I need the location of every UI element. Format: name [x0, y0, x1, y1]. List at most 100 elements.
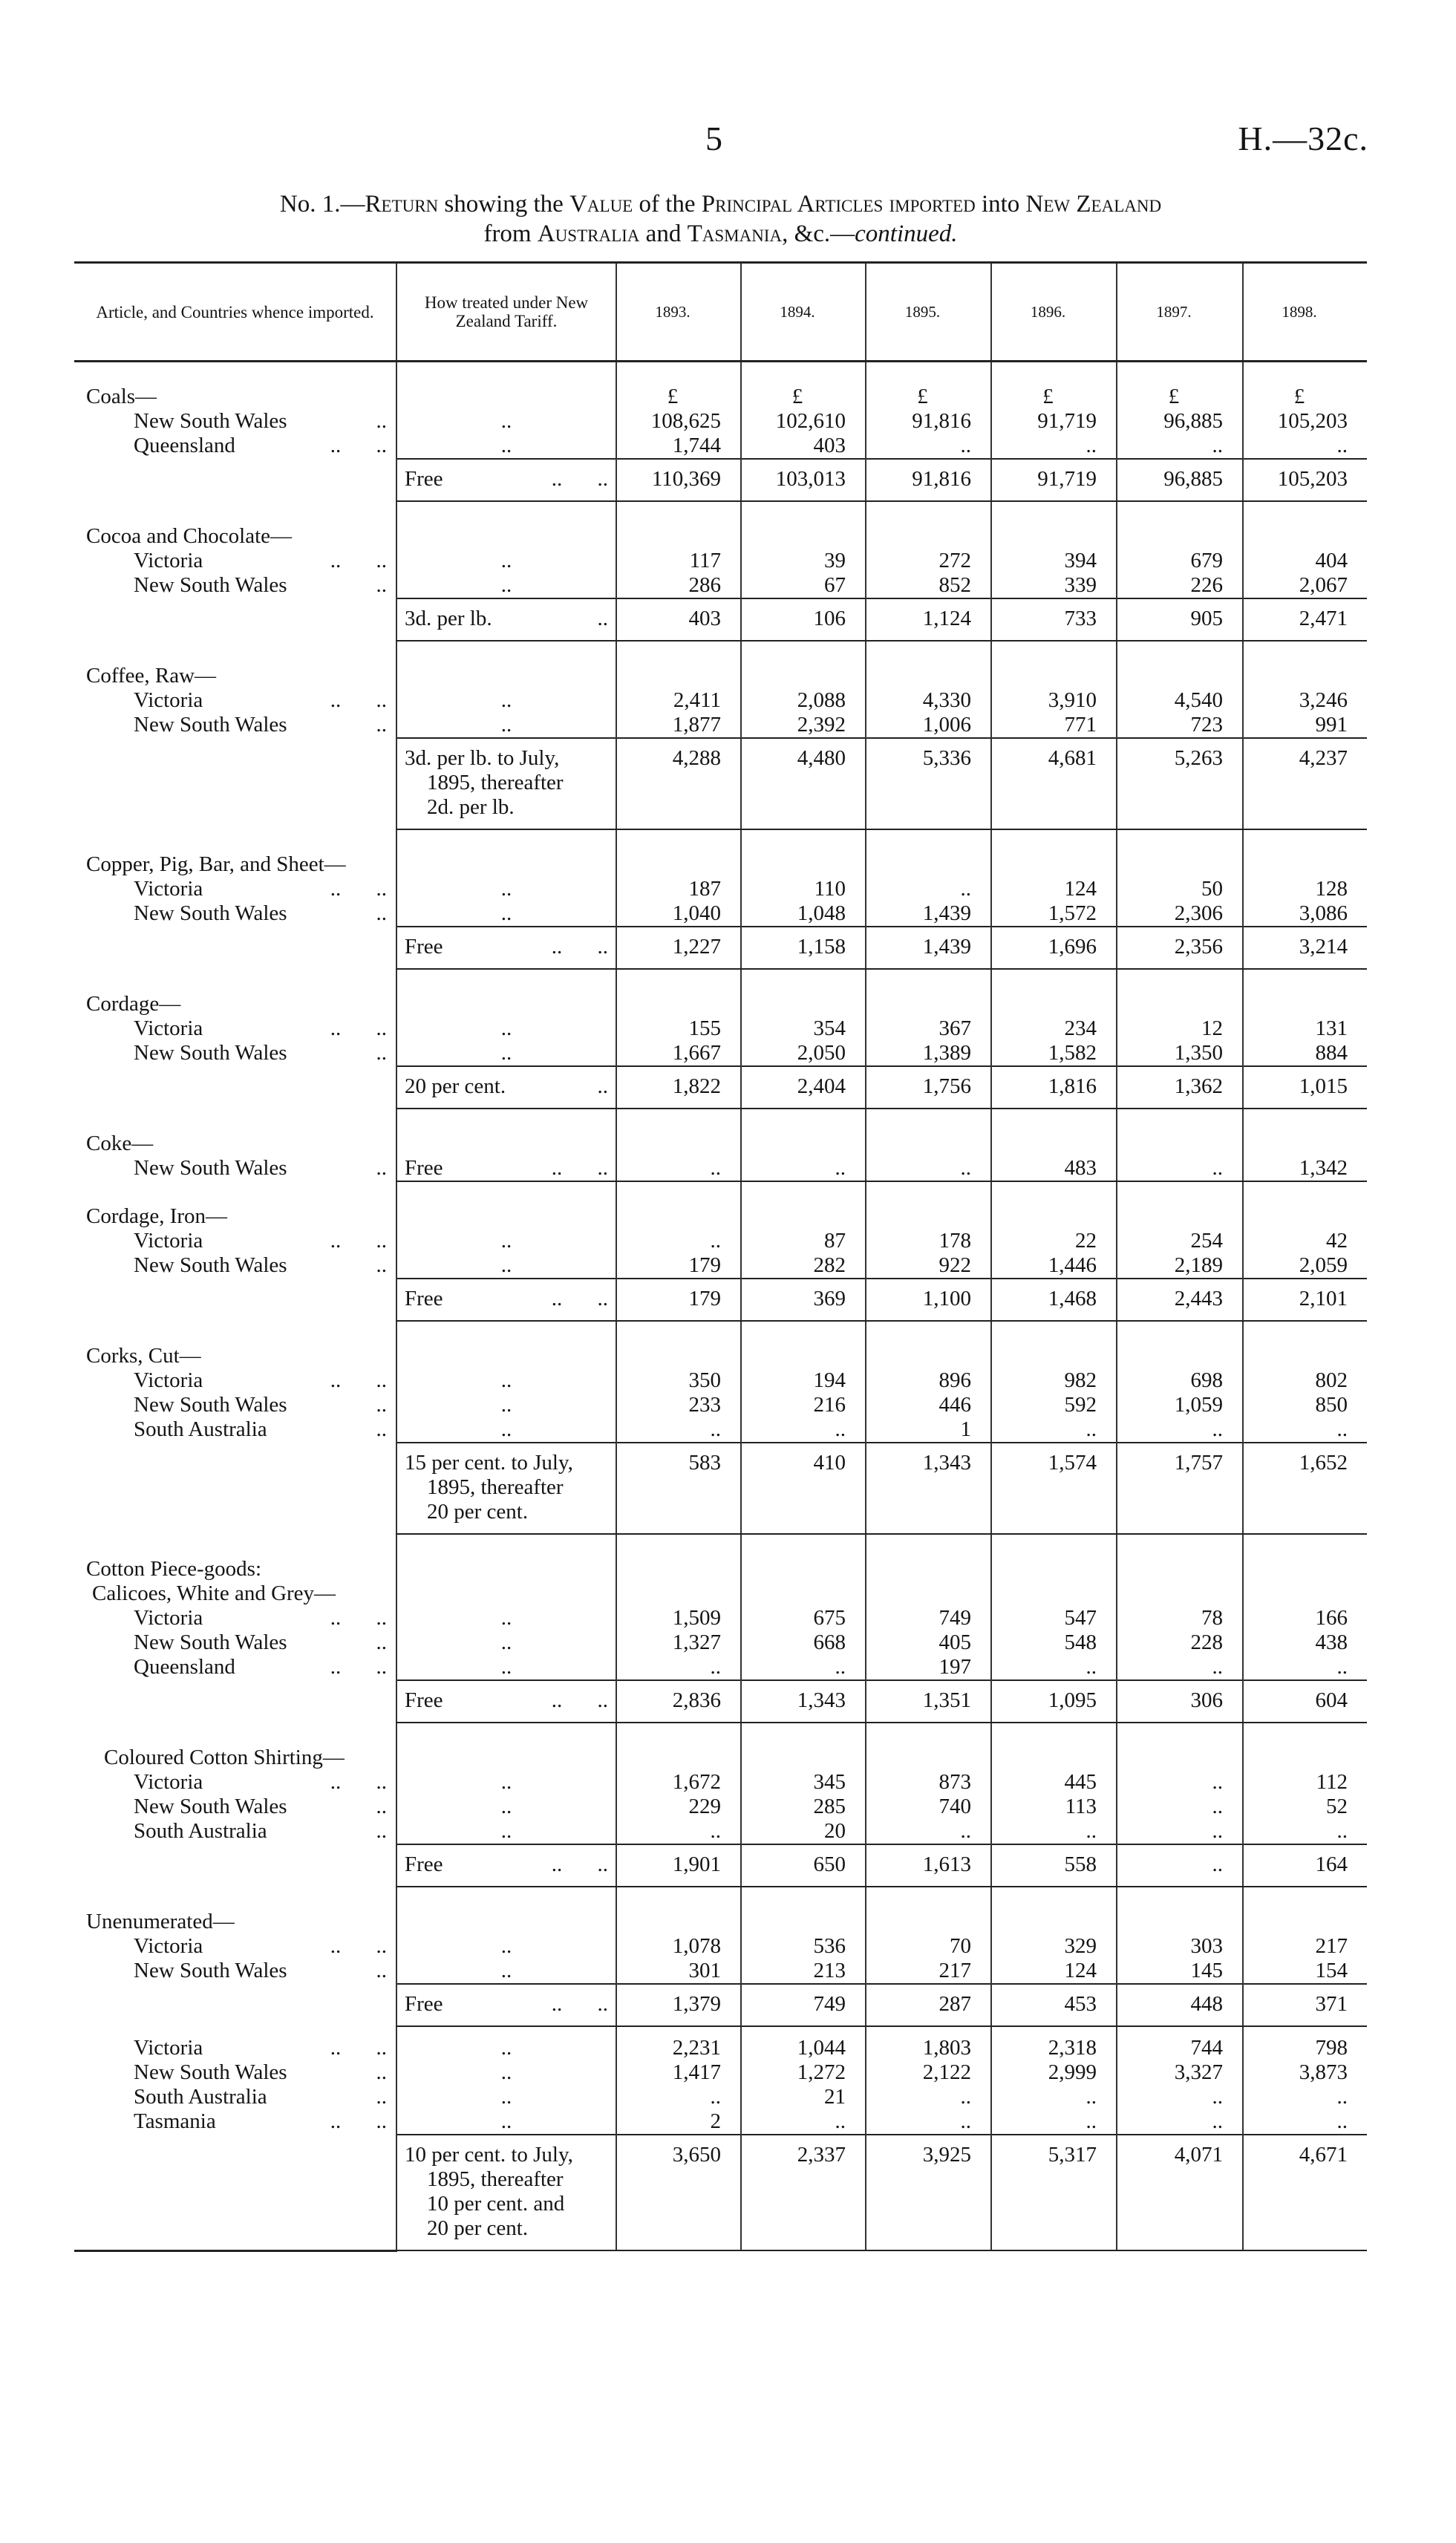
total-value-cell: 1,756	[865, 1065, 991, 1109]
total-value-cell: 91,816	[865, 458, 991, 502]
value-cell: ..	[990, 1819, 1117, 1844]
value-cell: 78	[1116, 1606, 1243, 1630]
tariff-treatment: .. .. Free	[405, 1992, 608, 2017]
total-value-cell: 650	[740, 1844, 866, 1887]
value-cell: 896	[865, 1368, 991, 1393]
article-heading: Calicoes, White and Grey—	[92, 1581, 336, 1605]
value-cell: ..	[865, 2085, 991, 2109]
country-name: Victoria	[134, 1934, 203, 1958]
value-cell: 1,572	[990, 901, 1117, 927]
value-cell: 108,625	[616, 409, 741, 434]
total-value-cell: 105,203	[1242, 458, 1367, 502]
title-segment: Return	[365, 191, 439, 218]
country-name: New South Wales	[134, 713, 287, 737]
article-heading: Cocoa and Chocolate—	[86, 524, 293, 548]
country-name: Queensland	[134, 434, 235, 457]
country-name: New South Wales	[134, 1041, 287, 1065]
value-cell: ..	[865, 2109, 991, 2135]
dot-leader: ..	[376, 1819, 388, 1843]
country-row: New South Wales.... 233 216 446 592 1,059 850	[74, 1393, 1367, 1417]
dot-leader: ..	[376, 1417, 388, 1441]
value-cell: 21	[740, 2085, 866, 2109]
country-row: South Australia...... 21........	[74, 2085, 1367, 2109]
tariff-treatment: ..	[500, 1417, 512, 1441]
article-heading: Coke—	[86, 1132, 154, 1155]
value-cell: 301	[616, 1959, 741, 1984]
tariff-treatment: ..	[500, 1934, 512, 1958]
tariff-treatment: 1895, thereafter	[405, 2167, 608, 2192]
value-cell: ..	[1116, 1156, 1243, 1182]
tariff-treatment: ..	[500, 901, 512, 925]
tariff-line: Free	[405, 1852, 443, 1876]
title-segment: Principal Articles imported	[701, 191, 976, 218]
dot-leader: ..	[376, 1630, 388, 1654]
country-name: Queensland	[134, 1655, 235, 1679]
value-cell: 3,086	[1242, 901, 1367, 927]
header-year: 1893.	[616, 261, 741, 362]
tariff-line: 20 per cent.	[427, 2216, 529, 2240]
total-value-cell: 1,468	[990, 1278, 1117, 1322]
value-cell: 403	[740, 434, 866, 459]
title-segment: into	[975, 191, 1026, 218]
page-number: 5	[705, 120, 722, 157]
total-value-cell: 2,337	[740, 2134, 866, 2251]
country-row: New South Wales.... 286 67 852 339 226 2,067	[74, 573, 1367, 598]
country-row: New South Wales.... 1,877 2,392 1,006 771 723…	[74, 713, 1367, 738]
country-name: Victoria	[134, 1606, 203, 1630]
tariff-treatment: ..	[500, 713, 512, 737]
value-cell: 1,040	[616, 901, 741, 927]
country-row: Victoria.. ...... 87 178 22 254 42	[74, 1229, 1367, 1253]
dot-leader: ..	[376, 1959, 388, 1982]
dot-leader: .. ..	[551, 467, 608, 491]
tariff-treatment: .. 3d. per lb.	[405, 607, 608, 631]
total-value-cell: 106	[740, 598, 866, 642]
country-name: Victoria	[134, 877, 203, 901]
total-value-cell: 4,681	[990, 737, 1117, 830]
title-segment: Australia	[537, 221, 640, 247]
value-cell: 4,540	[1116, 688, 1243, 713]
value-cell: ..	[1242, 2085, 1367, 2109]
value-cell: ..	[616, 1417, 741, 1443]
group-heading-row: Coloured Cotton Shirting—	[74, 1746, 1367, 1770]
tariff-treatment: 1895, thereafter	[405, 771, 608, 795]
total-value-cell: 5,317	[990, 2134, 1117, 2251]
spacer	[74, 969, 1367, 992]
tariff-treatment: 20 per cent.	[405, 2216, 608, 2241]
total-value-cell: 1,158	[740, 926, 866, 970]
spacer	[74, 501, 1367, 524]
total-value-cell: 1,816	[990, 1065, 1117, 1109]
value-cell: 345	[740, 1770, 866, 1795]
value-cell: 744	[1116, 2036, 1243, 2060]
value-cell: 749	[865, 1606, 991, 1630]
title-segment: and	[639, 221, 688, 247]
article-heading: Cordage, Iron—	[86, 1204, 228, 1228]
value-cell: 329	[990, 1934, 1117, 1959]
value-cell: ..	[990, 434, 1117, 459]
total-value-cell: 1,227	[616, 926, 741, 970]
group-heading-row: Copper, Pig, Bar, and Sheet—	[74, 852, 1367, 877]
value-cell: 592	[990, 1393, 1117, 1417]
value-cell: 367	[865, 1016, 991, 1041]
total-row: .. .. Free 1,227 1,158 1,439 1,696 2,356 3,214	[74, 926, 1367, 970]
dot-leader: .. ..	[551, 1287, 608, 1310]
total-value-cell: 2,356	[1116, 926, 1243, 970]
country-name: South Australia	[134, 1819, 267, 1843]
total-value-cell: 448	[1116, 1983, 1243, 2027]
country-name: South Australia	[134, 1417, 267, 1441]
country-row: Victoria .. .... 1,078 536 70 329 303 217	[74, 1934, 1367, 1959]
value-cell: 3,910	[990, 688, 1117, 713]
tariff-treatment: ..	[500, 1630, 512, 1654]
value-cell: 124	[990, 877, 1117, 901]
value-cell: 1,672	[616, 1770, 741, 1795]
article-heading: Coloured Cotton Shirting—	[104, 1746, 345, 1769]
value-cell: 113	[990, 1795, 1117, 1819]
tariff-line: Free	[405, 467, 443, 491]
country-name: New South Wales	[134, 901, 287, 925]
total-value-cell: 453	[990, 1983, 1117, 2027]
group-heading-row: Coals— £ £ £ £ £ £	[74, 385, 1367, 409]
value-cell: 87	[740, 1229, 866, 1253]
value-cell: 668	[740, 1630, 866, 1655]
country-row: Queensland.. ........ 197......	[74, 1655, 1367, 1680]
total-value-cell: 1,379	[616, 1983, 741, 2027]
header-tariff: How treated under New Zealand Tariff.	[396, 261, 616, 362]
